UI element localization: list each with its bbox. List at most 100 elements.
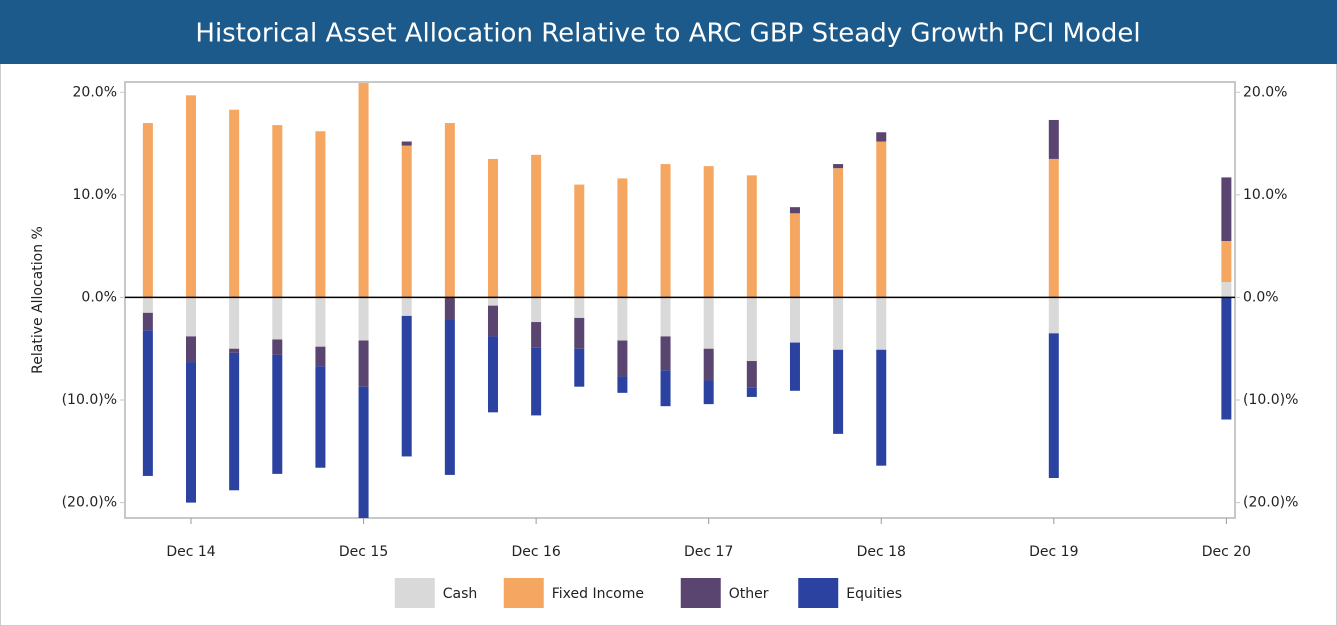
x-tick-label: Dec 15 <box>339 544 388 560</box>
bar-segment <box>1048 333 1059 478</box>
x-tick-label: Dec 14 <box>166 544 215 560</box>
bars <box>142 83 1232 518</box>
bar-segment <box>401 297 412 316</box>
bar-segment <box>1221 177 1232 242</box>
bar-segment <box>574 297 585 318</box>
x-tick-label: Dec 18 <box>857 544 906 560</box>
bar-segment <box>142 330 153 476</box>
bar-segment <box>229 109 240 298</box>
legend-swatch <box>798 578 839 608</box>
bar-segment <box>703 348 714 381</box>
bar-segment <box>358 83 369 298</box>
plot-border <box>124 81 1236 519</box>
bar-segment <box>746 387 757 397</box>
bar-segment <box>315 297 326 347</box>
bar-segment <box>186 362 197 503</box>
bar-segment <box>876 141 887 298</box>
bar-segment <box>660 297 671 337</box>
bar-segment <box>444 320 455 475</box>
bar-segment <box>272 339 283 355</box>
bar-segment <box>876 132 887 142</box>
bar-segment <box>876 349 887 466</box>
legend-swatch <box>503 578 544 608</box>
bar-segment <box>617 297 628 341</box>
y-tick-label: 20.0% <box>73 84 117 100</box>
bar-segment <box>574 317 585 349</box>
bar-segment <box>229 348 240 353</box>
y2-tick-label: (10.0)% <box>1243 392 1298 408</box>
bar-segment <box>660 336 671 371</box>
bar-segment <box>531 297 542 323</box>
legend-swatch <box>680 578 721 608</box>
legend-label: Cash <box>443 586 478 602</box>
bar-segment <box>272 297 283 340</box>
bar-segment <box>401 315 412 457</box>
bar-segment <box>186 297 197 337</box>
y2-tick-label: (20.0)% <box>1243 495 1298 511</box>
bar-segment <box>789 297 800 343</box>
bar-segment <box>142 297 153 313</box>
x-tick-label: Dec 19 <box>1029 544 1078 560</box>
bar-segment <box>272 354 283 474</box>
y2-tick-label: 0.0% <box>1243 289 1279 305</box>
bar-segment <box>315 131 326 298</box>
bar-segment <box>617 340 628 377</box>
bar-segment <box>703 166 714 298</box>
bar-segment <box>789 342 800 391</box>
bar-segment <box>358 297 369 341</box>
bar-segment <box>401 141 412 146</box>
bar-segment <box>229 297 240 349</box>
legend-label: Other <box>729 586 769 602</box>
bar-segment <box>1221 282 1232 298</box>
bar-segment <box>660 164 671 298</box>
y-axis-label: Relative Allocation % <box>30 226 46 374</box>
y2-tick-label: 10.0% <box>1243 187 1287 203</box>
x-tick-label: Dec 16 <box>511 544 560 560</box>
bar-segment <box>444 123 455 298</box>
bar-segment <box>186 336 197 363</box>
bar-segment <box>142 312 153 331</box>
bar-segment <box>358 386 369 518</box>
bar-segment <box>142 123 153 298</box>
bar-segment <box>1048 158 1059 298</box>
bar-segment <box>574 184 585 298</box>
bar-segment <box>487 305 498 337</box>
bar-segment <box>574 348 585 387</box>
bar-segment <box>1048 119 1059 159</box>
bar-segment <box>703 297 714 349</box>
bar-segment <box>789 207 800 214</box>
bar-segment <box>315 346 326 367</box>
bar-segment <box>358 340 369 387</box>
x-tick-label: Dec 17 <box>684 544 733 560</box>
bar-segment <box>1221 297 1232 420</box>
y-tick-label: 10.0% <box>73 187 117 203</box>
y-tick-label: (20.0)% <box>62 495 117 511</box>
y-tick-label: (10.0)% <box>62 392 117 408</box>
bar-segment <box>1048 297 1059 334</box>
x-tick-label: Dec 20 <box>1202 544 1251 560</box>
bar-segment <box>487 336 498 413</box>
chart-title: Historical Asset Allocation Relative to … <box>195 19 1140 49</box>
bar-segment <box>703 380 714 405</box>
bar-segment <box>660 370 671 407</box>
bar-segment <box>315 366 326 468</box>
bar-segment <box>833 164 844 169</box>
bar-segment <box>617 376 628 393</box>
bar-segment <box>746 175 757 298</box>
bar-segment <box>833 168 844 298</box>
bar-segment <box>487 297 498 306</box>
bar-segment <box>746 297 757 362</box>
bar-segment <box>789 213 800 298</box>
bar-segment <box>876 297 887 350</box>
bar-segment <box>401 145 412 298</box>
bar-segment <box>487 158 498 298</box>
y2-tick-label: 20.0% <box>1243 84 1287 100</box>
title-bar <box>0 0 1337 64</box>
legend-label: Fixed Income <box>552 586 644 602</box>
bar-segment <box>833 349 844 434</box>
legend-swatch <box>394 578 435 608</box>
legend-label: Equities <box>846 586 902 602</box>
bar-segment <box>833 297 844 350</box>
bar-segment <box>531 154 542 298</box>
